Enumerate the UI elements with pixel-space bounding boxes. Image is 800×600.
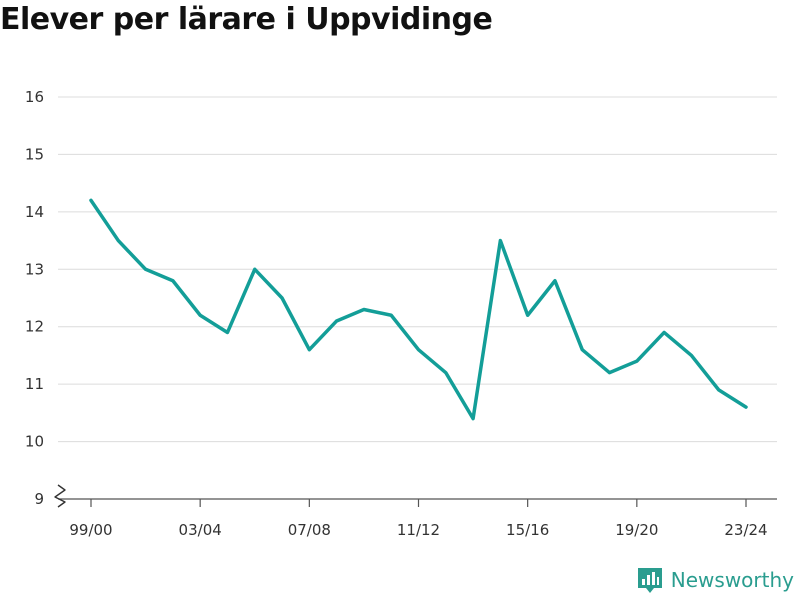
series-lines (89, 198, 748, 421)
y-tick-label: 13 (25, 260, 44, 278)
x-tick-label: 15/16 (506, 521, 549, 539)
y-axis-tick-labels: 9 10 11 12 13 14 15 16 (25, 88, 44, 508)
x-tick-label: 19/20 (615, 521, 658, 539)
x-tick-label: 07/08 (288, 521, 331, 539)
y-tick-label: 12 (25, 318, 44, 336)
brand-name: Newsworthy (670, 568, 794, 592)
gridlines (58, 96, 777, 500)
axis-break-icon (54, 484, 66, 508)
newsworthy-brand: Newsworthy (637, 566, 794, 594)
y-tick-label: 11 (25, 375, 44, 393)
axis-break-marker (54, 484, 66, 508)
x-tick-label: 99/00 (69, 521, 112, 539)
x-tick-label: 23/24 (724, 521, 767, 539)
y-tick-label: 10 (25, 433, 44, 451)
y-tick-label: 16 (25, 88, 44, 106)
newsworthy-logo-icon (637, 568, 662, 593)
y-tick-label: 15 (25, 145, 44, 163)
series-line (89, 198, 748, 421)
chart-title: Elever per lärare i Uppvidinge (0, 2, 493, 37)
x-tick-label: 03/04 (179, 521, 222, 539)
y-tick-label: 14 (25, 203, 44, 221)
x-tick-label: 11/12 (397, 521, 440, 539)
y-tick-label: 9 (34, 490, 44, 508)
x-axis: 99/00 03/04 07/08 11/12 15/16 19/20 23/24 (69, 499, 768, 539)
